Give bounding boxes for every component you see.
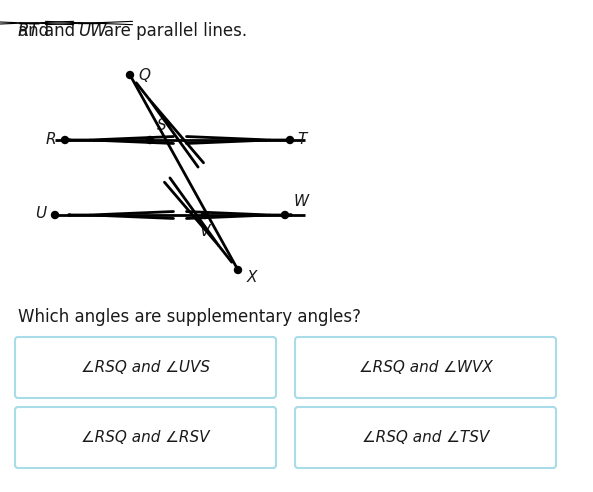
Text: and: and — [44, 22, 75, 40]
Circle shape — [286, 136, 294, 144]
FancyBboxPatch shape — [295, 407, 556, 468]
Text: RT: RT — [18, 22, 40, 40]
FancyBboxPatch shape — [15, 407, 276, 468]
Circle shape — [126, 71, 133, 79]
Text: T: T — [297, 131, 307, 147]
Text: Which angles are supplementary angles?: Which angles are supplementary angles? — [18, 308, 361, 326]
Circle shape — [52, 212, 59, 218]
Text: and: and — [18, 22, 49, 40]
Text: Q: Q — [138, 67, 150, 83]
Circle shape — [146, 136, 154, 144]
Text: S: S — [157, 119, 167, 133]
Text: V: V — [200, 223, 210, 239]
Text: U: U — [36, 207, 47, 221]
Text: R: R — [46, 131, 56, 147]
FancyBboxPatch shape — [15, 337, 276, 398]
Text: are parallel lines.: are parallel lines. — [104, 22, 247, 40]
Text: X: X — [247, 271, 257, 285]
Text: ∠RSQ and ∠TSV: ∠RSQ and ∠TSV — [362, 430, 489, 445]
Circle shape — [234, 267, 241, 274]
Text: ∠RSQ and ∠UVS: ∠RSQ and ∠UVS — [81, 360, 210, 375]
Text: W: W — [294, 193, 308, 209]
Circle shape — [62, 136, 69, 144]
Text: UW: UW — [78, 22, 107, 40]
Text: ∠RSQ and ∠WVX: ∠RSQ and ∠WVX — [359, 360, 492, 375]
Text: ∠RSQ and ∠RSV: ∠RSQ and ∠RSV — [81, 430, 210, 445]
Circle shape — [282, 212, 289, 218]
FancyBboxPatch shape — [295, 337, 556, 398]
Circle shape — [202, 212, 209, 218]
